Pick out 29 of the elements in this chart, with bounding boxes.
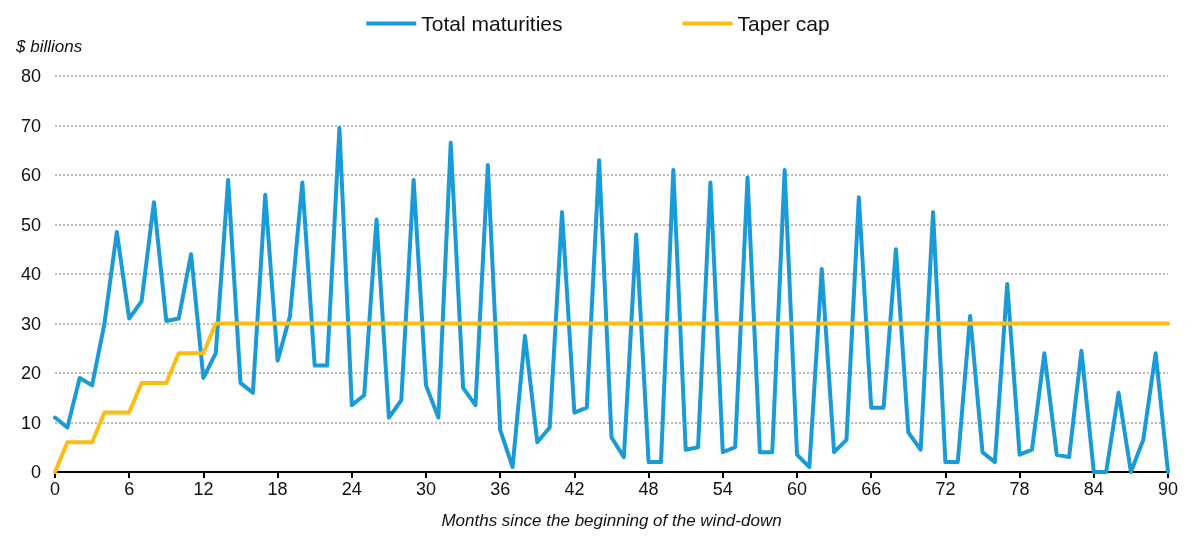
x-tick-label: 18 [267, 479, 288, 499]
y-tick-label: 0 [30, 462, 41, 482]
x-tick-label: 78 [1009, 479, 1030, 499]
x-tick-label: 60 [786, 479, 808, 499]
x-tick-label: 30 [415, 479, 437, 499]
x-tick-label: 72 [935, 479, 956, 499]
x-tick-label: 0 [49, 479, 61, 499]
x-tick-label: 24 [341, 479, 362, 499]
x-tick-label: 42 [564, 479, 585, 499]
y-axis-title: $ billions [15, 37, 83, 56]
y-tick-label: 60 [20, 165, 41, 185]
x-axis-title: Months since the beginning of the wind-down [441, 511, 782, 530]
y-tick-label: 70 [20, 115, 41, 136]
y-tick-label: 40 [20, 264, 41, 284]
legend-label: Total maturities [421, 12, 563, 35]
x-tick-label: 6 [124, 479, 135, 499]
y-tick-label: 30 [20, 313, 41, 334]
x-tick-label: 12 [193, 479, 214, 499]
x-tick-label: 36 [490, 479, 511, 499]
x-tick-label: 66 [861, 479, 882, 499]
y-tick-label: 50 [20, 214, 41, 235]
legend-label: Taper cap [737, 12, 830, 35]
x-tick-label: 90 [1157, 479, 1179, 499]
x-tick-label: 48 [638, 479, 659, 499]
y-tick-label: 20 [20, 363, 41, 383]
x-tick-label: 84 [1083, 479, 1104, 499]
x-tick-label: 54 [712, 479, 733, 499]
y-tick-label: 80 [20, 66, 41, 86]
y-tick-label: 10 [20, 412, 41, 433]
